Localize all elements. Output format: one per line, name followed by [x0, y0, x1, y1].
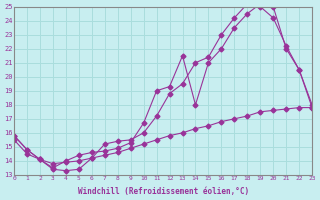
X-axis label: Windchill (Refroidissement éolien,°C): Windchill (Refroidissement éolien,°C)	[77, 187, 249, 196]
